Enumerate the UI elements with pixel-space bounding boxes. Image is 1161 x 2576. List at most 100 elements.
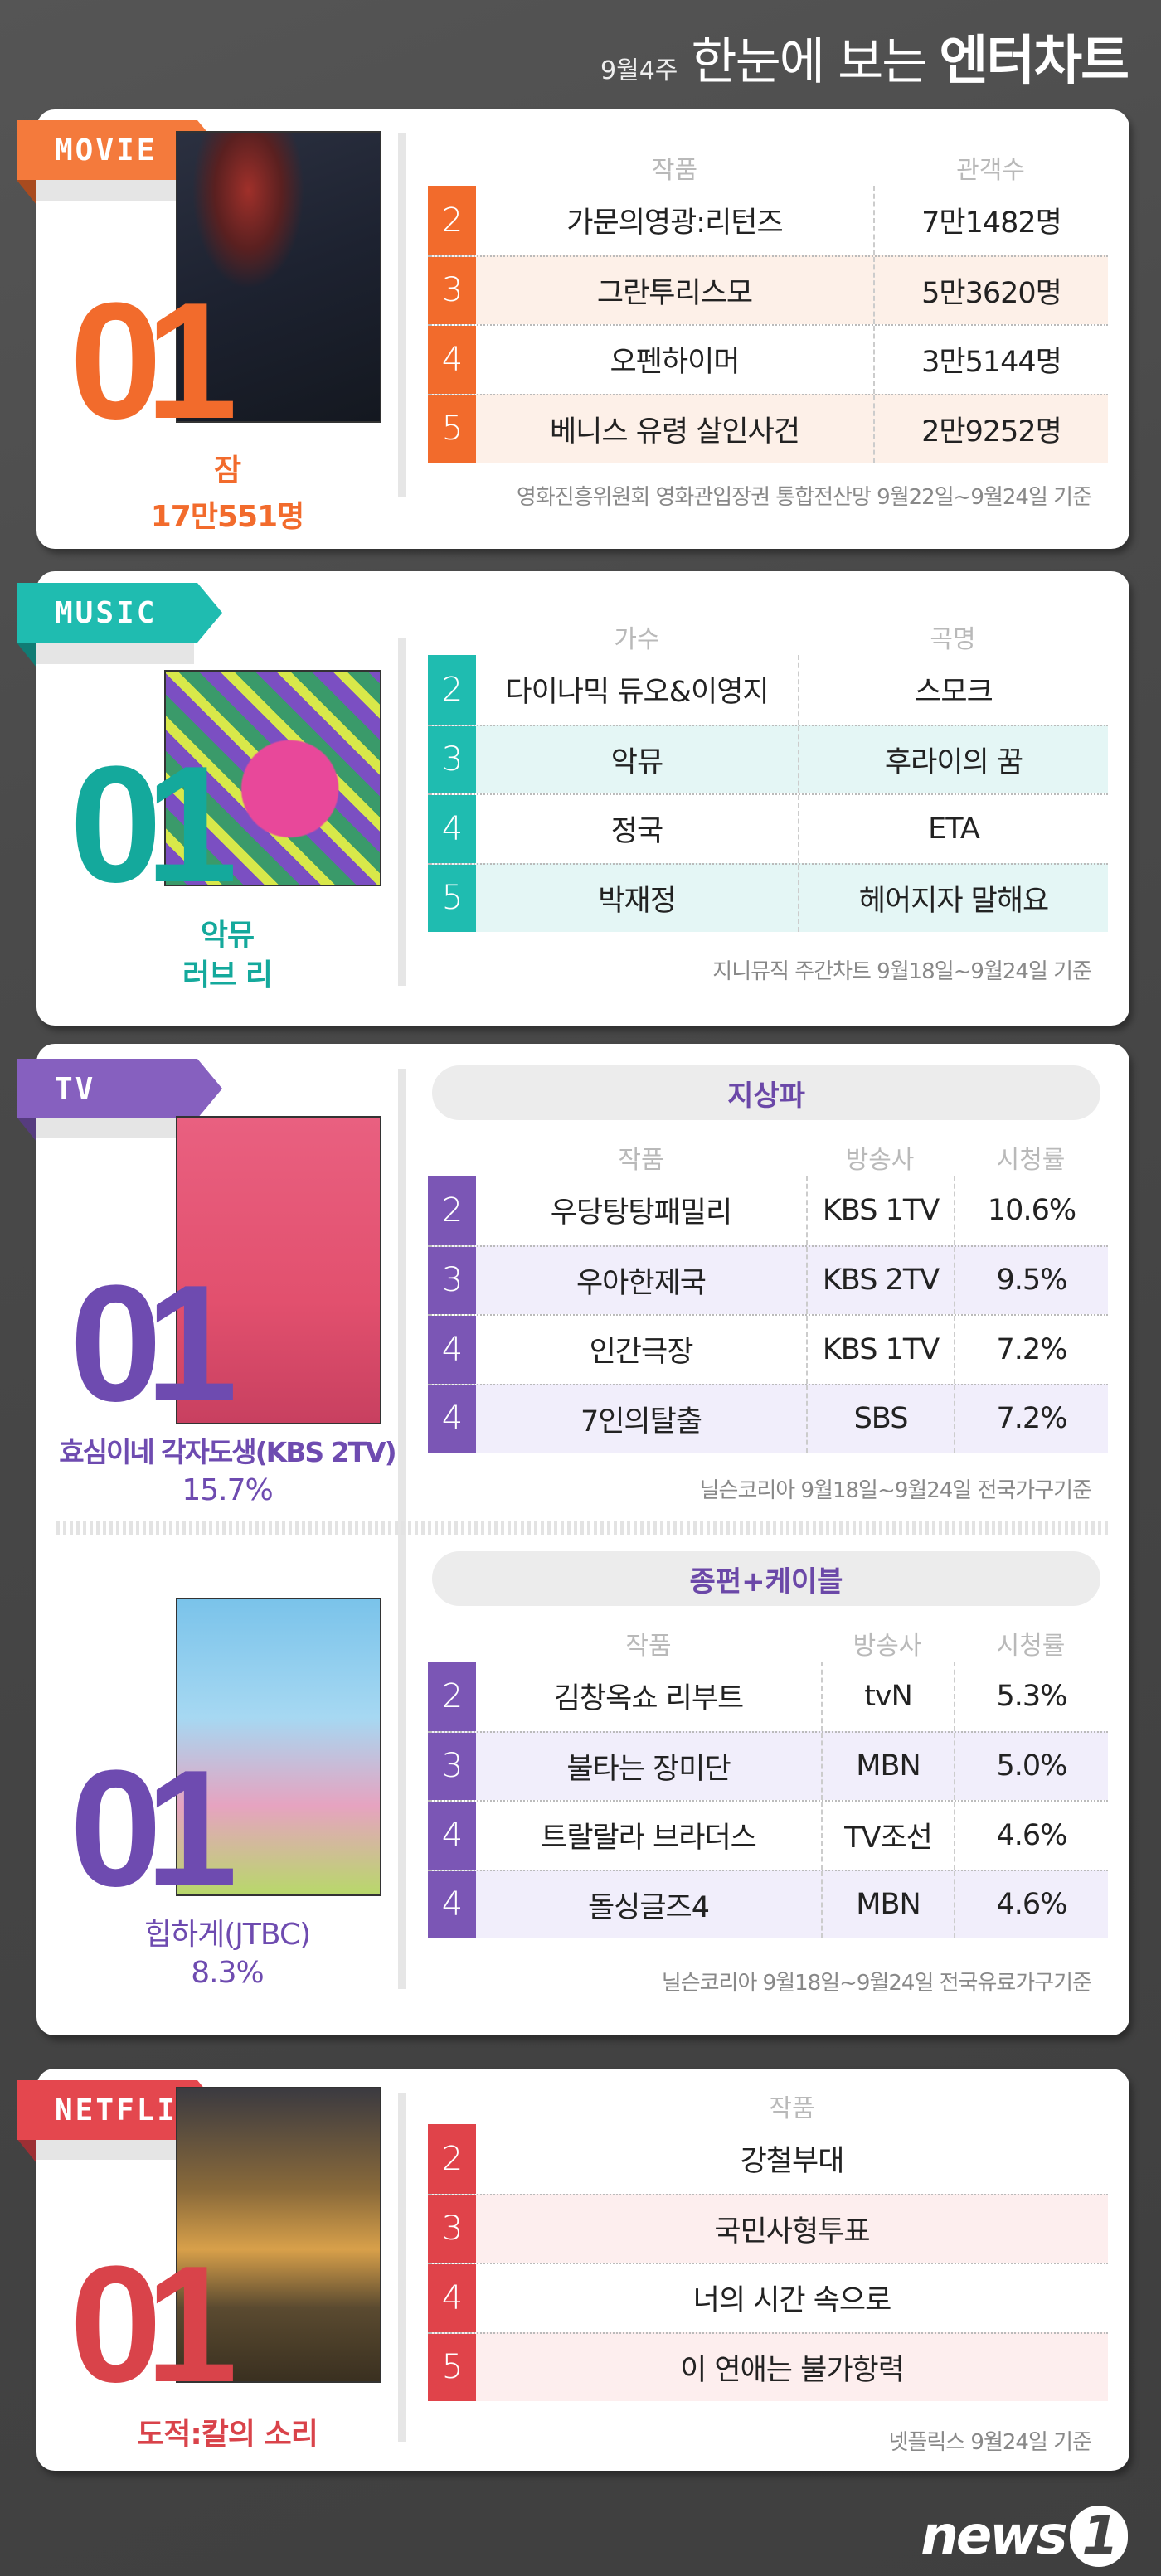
- rank-number: 01: [70, 1736, 238, 1921]
- rank-cell: 3: [428, 1732, 476, 1800]
- table-cell: 악뮤: [610, 745, 663, 779]
- rank-number: 01: [70, 2232, 238, 2417]
- tag-shadow: [36, 1117, 194, 1138]
- table-cell: 우아한제국: [576, 1266, 707, 1300]
- tv-tag: TV: [17, 1059, 222, 1118]
- table-cell: 불타는 장미단: [566, 1752, 731, 1786]
- tv-terrestrial-table: 작품 방송사 시청률 2 우당탕탕패밀리 KBS 1TV 10.6% 3 우아한제국 KBS 2T…: [428, 1139, 1108, 1453]
- divider: [398, 2093, 406, 2442]
- netflix-poster[interactable]: [176, 2087, 381, 2383]
- rank-cell: 4: [428, 1316, 476, 1384]
- table-row[interactable]: 4 너의 시간 속으로: [428, 2263, 1108, 2332]
- table-row[interactable]: 2 우당탕탕패밀리 KBS 1TV 10.6%: [428, 1176, 1108, 1245]
- table-cell: 트랄랄라 브라더스: [541, 1822, 757, 1856]
- section-separator: [56, 1521, 1110, 1535]
- table-row[interactable]: 2 다이나믹 듀오&이영지 스모크: [428, 655, 1108, 725]
- column-header: 작품: [618, 1146, 664, 1175]
- table-cell: SBS: [806, 1385, 954, 1453]
- table-row[interactable]: 3 그란투리스모 5만3620명: [428, 255, 1108, 324]
- rank-cell: 3: [428, 725, 476, 793]
- table-row[interactable]: 4 7인의탈출 SBS 7.2%: [428, 1383, 1108, 1453]
- rank-cell: 3: [428, 256, 476, 324]
- logo-number: 1: [1070, 2506, 1128, 2567]
- table-cell: 스모크: [798, 655, 1108, 725]
- section-terrestrial[interactable]: 지상파: [432, 1065, 1100, 1120]
- column-header: 시청률: [996, 1146, 1066, 1175]
- table-row[interactable]: 4 인간극장 KBS 1TV 7.2%: [428, 1314, 1108, 1384]
- rank-cell: 2: [428, 186, 476, 255]
- table-cell: 9.5%: [954, 1246, 1108, 1314]
- table-cell: 인간극장: [589, 1336, 694, 1370]
- table-row[interactable]: 4 돌싱글즈4 MBN 4.6%: [428, 1869, 1108, 1938]
- rank-cell: 5: [428, 864, 476, 932]
- rank-cell: 5: [428, 395, 476, 463]
- music-card: MUSIC 01 악뮤 러브 리 가수 곡명 2 다이나믹 듀오&이영지 스모크 3 악뮤 후…: [17, 571, 1129, 1026]
- column-header: 곡명: [930, 625, 976, 654]
- source-note: 영화진흥위원회 영화관입장권 통합전산망 9월22일~9월24일 기준: [516, 485, 1092, 510]
- section-cable[interactable]: 종편+케이블: [432, 1551, 1100, 1606]
- movie-table: 작품 관객수 2 가문의영광:리턴즈 7만1482명 3 그란투리스모 5만3620명 4 오펜하…: [428, 149, 1108, 463]
- tv-cable-poster[interactable]: [176, 1598, 381, 1896]
- table-cell: KBS 1TV: [806, 1176, 954, 1245]
- tag-shadow: [36, 180, 194, 201]
- rank-number: 01: [70, 1251, 238, 1436]
- week-label: 9월4주: [600, 56, 678, 85]
- table-cell: 박재정: [598, 884, 677, 918]
- table-row[interactable]: 5 박재정 헤어지자 말해요: [428, 862, 1108, 932]
- column-header: 작품: [625, 1632, 672, 1661]
- table-row[interactable]: 2 김창옥쇼 리부트 tvN 5.3%: [428, 1662, 1108, 1731]
- table-cell: 이 연애는 불가항력: [680, 2353, 905, 2387]
- music-album-cover[interactable]: [164, 670, 381, 886]
- rank-cell: 4: [428, 1385, 476, 1453]
- title-bold: 엔터차트: [939, 31, 1129, 92]
- netflix-table: 작품 2 강철부대 3 국민사형투표 4 너의 시간 속으로 5 이 연애는 불가항력: [428, 2088, 1108, 2401]
- table-cell: 10.6%: [954, 1176, 1108, 1245]
- column-header: 시청률: [996, 1632, 1066, 1661]
- tag-shadow: [36, 2138, 194, 2160]
- table-row[interactable]: 3 악뮤 후라이의 꿈: [428, 724, 1108, 793]
- table-cell: 국민사형투표: [714, 2215, 870, 2249]
- column-header: 작품: [769, 2094, 815, 2123]
- table-row[interactable]: 2 가문의영광:리턴즈 7만1482명: [428, 186, 1108, 255]
- rank-cell: 4: [428, 2264, 476, 2332]
- table-row[interactable]: 3 국민사형투표: [428, 2193, 1108, 2263]
- table-cell: 다이나믹 듀오&이영지: [505, 676, 769, 710]
- tv-terrestrial-poster[interactable]: [176, 1116, 381, 1424]
- table-cell: 헤어지자 말해요: [798, 864, 1108, 932]
- table-row[interactable]: 3 불타는 장미단 MBN 5.0%: [428, 1730, 1108, 1800]
- top-title: 힙하게(JTBC): [143, 1918, 311, 1952]
- table-row[interactable]: 5 이 연애는 불가항력: [428, 2331, 1108, 2401]
- page-title: 9월4주 한눈에 보는 엔터차트: [600, 18, 1129, 95]
- top-title: 효심이네 각자도생(KBS 2TV): [59, 1436, 397, 1468]
- table-cell: 2만9252명: [873, 395, 1108, 463]
- table-cell: TV조선: [821, 1802, 954, 1870]
- table-cell: 가문의영광:리턴즈: [566, 206, 783, 240]
- movie-poster[interactable]: [176, 131, 381, 423]
- table-row[interactable]: 2 강철부대: [428, 2124, 1108, 2194]
- rank-cell: 4: [428, 1870, 476, 1938]
- table-cell: 7만1482명: [873, 186, 1108, 255]
- table-cell: 7.2%: [954, 1385, 1108, 1453]
- table-cell: 5만3620명: [873, 256, 1108, 324]
- table-row[interactable]: 4 오펜하이머 3만5144명: [428, 324, 1108, 394]
- column-header: 방송사: [853, 1632, 922, 1661]
- top-value: 17만551명: [150, 500, 304, 534]
- title-light: 한눈에 보는: [691, 33, 927, 91]
- column-header: 방송사: [845, 1146, 915, 1175]
- netflix-card: NETFLIX 01 도적:칼의 소리 작품 2 강철부대 3 국민사형투표 4 너의 시간…: [17, 2069, 1129, 2471]
- top-title: 잠: [213, 454, 241, 488]
- table-cell: tvN: [821, 1662, 954, 1731]
- table-header: 작품: [428, 2088, 1108, 2124]
- table-cell: 오펜하이머: [610, 346, 740, 380]
- table-cell: 5.3%: [954, 1662, 1108, 1731]
- source-note: 닐슨코리아 9월18일~9월24일 전국가구기준: [699, 1478, 1092, 1503]
- tag-shadow: [36, 643, 194, 664]
- rank-cell: 2: [428, 1662, 476, 1731]
- table-row[interactable]: 4 정국 ETA: [428, 793, 1108, 863]
- table-cell: 4.6%: [954, 1802, 1108, 1870]
- top-artist: 악뮤: [200, 919, 255, 953]
- table-row[interactable]: 5 베니스 유령 살인사건 2만9252명: [428, 393, 1108, 463]
- table-row[interactable]: 3 우아한제국 KBS 2TV 9.5%: [428, 1244, 1108, 1314]
- top-value: 15.7%: [182, 1473, 273, 1507]
- table-row[interactable]: 4 트랄랄라 브라더스 TV조선 4.6%: [428, 1800, 1108, 1870]
